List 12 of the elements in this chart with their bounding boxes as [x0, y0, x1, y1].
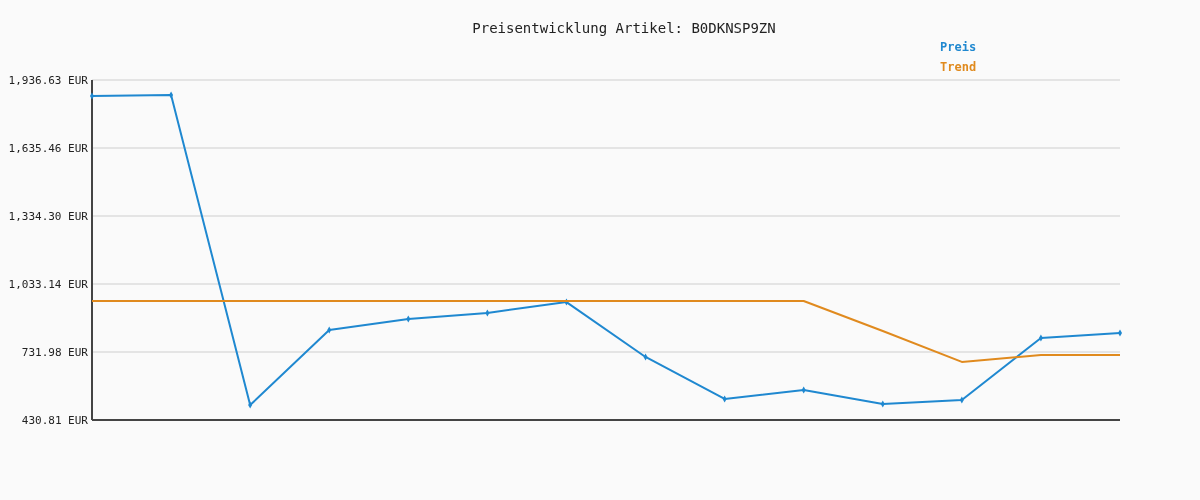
y-tick-label: 731.98 EUR — [21, 346, 89, 359]
y-tick-label: 1,033.14 EUR — [8, 278, 89, 291]
point — [89, 92, 95, 100]
text: Preis — [940, 40, 977, 54]
y-tick-label: 430.81 EUR — [21, 414, 89, 427]
chart-title: Preisentwicklung Artikel: B0DKNSP9ZN — [472, 20, 776, 36]
line-series — [91, 299, 1121, 363]
y-tick-label: 1,334.30 EUR — [8, 210, 89, 223]
text: Trend — [940, 60, 977, 74]
point — [1117, 329, 1123, 337]
y-tick-label: 1,936.63 EUR — [8, 74, 89, 87]
y-tick-label: 1,635.46 EUR — [8, 142, 89, 155]
